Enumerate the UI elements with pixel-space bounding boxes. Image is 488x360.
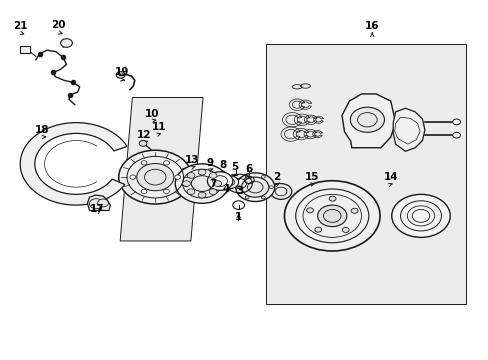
Circle shape bbox=[141, 161, 147, 165]
Polygon shape bbox=[20, 123, 127, 205]
Circle shape bbox=[61, 39, 72, 47]
Circle shape bbox=[314, 227, 321, 232]
Text: 3: 3 bbox=[236, 186, 243, 197]
Text: 14: 14 bbox=[383, 172, 397, 182]
Circle shape bbox=[182, 181, 190, 186]
Circle shape bbox=[209, 172, 217, 178]
Text: 6: 6 bbox=[245, 164, 252, 174]
Circle shape bbox=[137, 163, 173, 191]
Text: 15: 15 bbox=[304, 172, 318, 182]
Circle shape bbox=[317, 205, 346, 226]
Polygon shape bbox=[392, 108, 424, 151]
Text: 21: 21 bbox=[13, 21, 27, 31]
Text: 18: 18 bbox=[35, 125, 49, 135]
Polygon shape bbox=[341, 94, 395, 148]
Text: 4: 4 bbox=[222, 184, 229, 194]
Circle shape bbox=[198, 169, 205, 175]
Circle shape bbox=[452, 119, 460, 125]
Circle shape bbox=[350, 208, 357, 213]
Text: 13: 13 bbox=[184, 155, 199, 165]
Text: 5: 5 bbox=[231, 162, 238, 172]
Circle shape bbox=[98, 199, 108, 207]
Circle shape bbox=[342, 228, 348, 233]
Text: 9: 9 bbox=[206, 158, 213, 168]
Circle shape bbox=[235, 173, 274, 202]
Text: 1: 1 bbox=[235, 212, 242, 221]
Circle shape bbox=[349, 107, 384, 132]
Circle shape bbox=[187, 172, 195, 178]
Text: 2: 2 bbox=[273, 172, 280, 182]
Circle shape bbox=[452, 132, 460, 138]
Circle shape bbox=[116, 72, 125, 78]
Circle shape bbox=[163, 161, 169, 165]
Circle shape bbox=[187, 189, 195, 194]
Circle shape bbox=[174, 175, 180, 179]
Circle shape bbox=[130, 175, 136, 179]
Text: 10: 10 bbox=[144, 109, 159, 119]
Text: 11: 11 bbox=[152, 122, 166, 132]
Circle shape bbox=[191, 176, 212, 192]
Circle shape bbox=[207, 172, 232, 190]
Text: 7: 7 bbox=[209, 179, 216, 189]
Polygon shape bbox=[120, 98, 203, 241]
Text: 8: 8 bbox=[219, 160, 226, 170]
Circle shape bbox=[141, 189, 147, 194]
Circle shape bbox=[391, 194, 449, 237]
Text: 20: 20 bbox=[51, 20, 65, 30]
Circle shape bbox=[221, 176, 238, 189]
Polygon shape bbox=[266, 44, 466, 304]
Circle shape bbox=[198, 192, 205, 198]
Circle shape bbox=[139, 140, 147, 146]
Circle shape bbox=[306, 208, 313, 213]
Text: 17: 17 bbox=[90, 204, 104, 215]
Circle shape bbox=[284, 181, 379, 251]
Circle shape bbox=[209, 189, 217, 194]
Circle shape bbox=[213, 181, 221, 186]
Circle shape bbox=[163, 189, 169, 194]
Circle shape bbox=[241, 177, 268, 197]
Text: 19: 19 bbox=[114, 67, 128, 77]
Text: 16: 16 bbox=[364, 21, 379, 31]
Circle shape bbox=[119, 150, 191, 204]
Polygon shape bbox=[87, 195, 110, 211]
Text: 12: 12 bbox=[137, 130, 151, 140]
Circle shape bbox=[175, 164, 228, 203]
FancyBboxPatch shape bbox=[20, 46, 30, 53]
Circle shape bbox=[89, 199, 103, 209]
Circle shape bbox=[328, 196, 335, 201]
